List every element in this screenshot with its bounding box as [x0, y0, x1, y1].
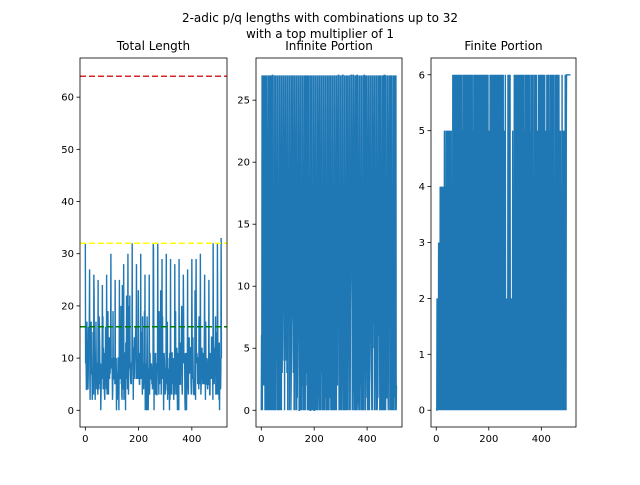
- data-series-line: [260, 74, 398, 411]
- x-tick-label: 200: [129, 434, 148, 445]
- y-tick-label: 15: [237, 220, 250, 231]
- y-tick-label: 10: [237, 282, 250, 293]
- figure-title-line2: with a top multiplier of 1: [246, 27, 394, 41]
- x-tick-label: 400: [182, 434, 201, 445]
- y-tick-label: 30: [61, 249, 74, 260]
- x-tick-label: 200: [479, 434, 498, 445]
- axes-frame: [255, 57, 403, 428]
- x-tick-label: 0: [433, 434, 439, 445]
- y-tick-label: 0: [68, 406, 74, 417]
- y-tick-label: 0: [419, 406, 425, 417]
- y-tick-label: 40: [61, 197, 74, 208]
- y-tick-label: 3: [419, 238, 425, 249]
- x-tick-label: 0: [82, 434, 88, 445]
- x-tick-label: 200: [305, 434, 324, 445]
- subplot-title: Infinite Portion: [285, 39, 373, 53]
- y-tick-label: 2: [419, 294, 425, 305]
- subplot-title: Finite Portion: [464, 39, 542, 53]
- y-tick-label: 60: [61, 93, 74, 104]
- y-tick-label: 10: [61, 354, 74, 365]
- y-tick-label: 20: [237, 158, 250, 169]
- y-tick-label: 1: [419, 350, 425, 361]
- y-tick-label: 20: [61, 301, 74, 312]
- subplot-1: 0 200 400 0 10 20 30 40 50 60 Total Length: [61, 39, 228, 445]
- y-tick-label: 4: [419, 182, 425, 193]
- x-tick-label: 400: [358, 434, 377, 445]
- y-tick-label: 0: [244, 406, 250, 417]
- figure-title-line1: 2-adic p/q lengths with combinations up …: [182, 11, 458, 25]
- data-series-line: [436, 74, 571, 411]
- y-tick-label: 5: [419, 126, 425, 137]
- axes-frame: [79, 57, 228, 428]
- y-tick-label: 5: [244, 344, 250, 355]
- y-tick-label: 50: [61, 145, 74, 156]
- subplot-2: 0 200 400 0 5 10 15 20 25 Infinite Portion: [237, 39, 403, 445]
- x-tick-label: 400: [532, 434, 551, 445]
- y-tick-label: 25: [237, 96, 250, 107]
- subplot-title: Total Length: [116, 39, 190, 53]
- data-series-line: [84, 238, 223, 411]
- subplot-3: 0 200 400 0 1 2 3 4 5 6 Finite Portion: [419, 39, 577, 445]
- x-tick-label: 0: [258, 434, 264, 445]
- y-tick-label: 6: [419, 70, 425, 81]
